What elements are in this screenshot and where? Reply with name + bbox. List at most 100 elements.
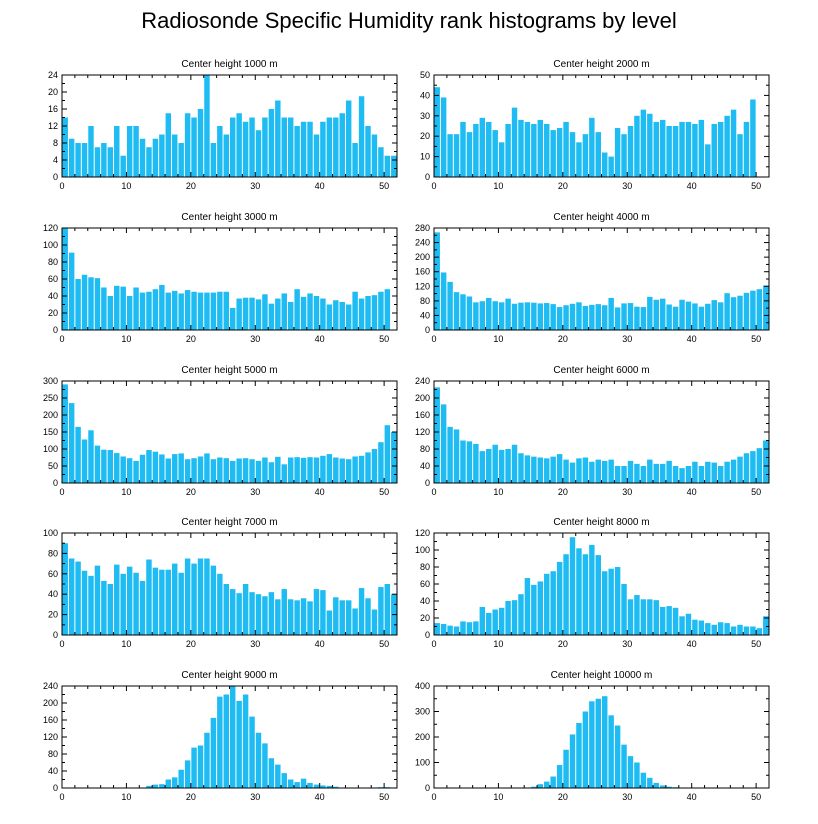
histogram-bar [563, 121, 569, 177]
y-tick-label: 280 [415, 223, 430, 233]
x-tick-label: 40 [687, 487, 697, 497]
histogram-bar [159, 454, 165, 483]
histogram-bar [262, 596, 268, 635]
histogram-bar [556, 307, 563, 330]
histogram-bar [440, 272, 447, 330]
x-tick-label: 0 [431, 792, 436, 802]
histogram-bar [563, 305, 569, 330]
histogram-bar [685, 301, 692, 330]
histogram-bar [287, 457, 294, 483]
subplot-title: Center height 3000 m [181, 212, 277, 223]
histogram-bar [672, 306, 679, 330]
histogram-bar [165, 569, 172, 635]
histogram-bar [466, 296, 473, 330]
histogram-bar [197, 745, 204, 788]
histogram-bar [634, 306, 640, 330]
histogram-bar [352, 291, 358, 330]
histogram-bar [621, 134, 627, 177]
histogram-bar [743, 453, 750, 483]
histogram-bar [659, 119, 666, 177]
histogram-bar [460, 440, 466, 483]
x-tick-label: 30 [250, 181, 260, 191]
histogram-bar [505, 449, 511, 483]
histogram-bar [602, 696, 608, 788]
histogram-bar [537, 457, 544, 483]
y-tick-label: 16 [48, 104, 58, 114]
chart-9: Center height 9000 m 0 10 20 30 40 50 0 40 80 120 1… [43, 670, 398, 802]
histogram-bar [126, 566, 133, 635]
y-tick-label: 80 [420, 562, 430, 572]
histogram-bar [492, 609, 498, 635]
histogram-bar [679, 616, 685, 635]
histogram-bar [120, 573, 126, 635]
histogram-bar [679, 299, 685, 330]
histogram-bar [75, 279, 81, 330]
histogram-bar [120, 456, 126, 483]
histogram-bar [287, 301, 294, 330]
histogram-bar [685, 613, 692, 635]
histogram-bar [281, 589, 287, 635]
histogram-bar [371, 134, 378, 177]
y-tick-label: 120 [415, 281, 430, 291]
histogram-bar [255, 460, 262, 483]
histogram-bar [589, 304, 595, 330]
histogram-bar [447, 625, 453, 635]
histogram-bar [159, 284, 165, 330]
subplot-title: Center height 7000 m [181, 517, 277, 528]
histogram-bar [498, 449, 505, 483]
histogram-bar [333, 457, 339, 483]
y-tick-label: 400 [415, 681, 430, 691]
histogram-bar [378, 291, 384, 330]
histogram-bar [627, 599, 634, 635]
histogram-bar [287, 599, 294, 635]
histogram-bar [320, 298, 326, 330]
y-tick-label: 0 [53, 478, 58, 488]
histogram-bar [595, 555, 601, 635]
histogram-bar [281, 464, 287, 483]
histogram-bar [191, 747, 197, 788]
histogram-bar [62, 543, 68, 635]
histogram-bar [466, 622, 473, 635]
histogram-bar [640, 307, 647, 330]
x-tick-label: 40 [315, 639, 325, 649]
histogram-bar [333, 597, 339, 635]
histogram-bar [230, 589, 236, 635]
x-tick-label: 10 [493, 334, 503, 344]
histogram-bar [705, 303, 711, 330]
histogram-bar [486, 297, 492, 330]
histogram-bar [300, 121, 307, 177]
histogram-bar [692, 619, 698, 635]
histogram-bar [556, 765, 563, 788]
subplot-title: Center height 2000 m [553, 59, 649, 70]
histogram-bar [62, 117, 68, 177]
histogram-bar [473, 621, 479, 635]
histogram-bar [345, 459, 352, 483]
x-tick-label: 20 [186, 639, 196, 649]
histogram-bar [391, 432, 397, 483]
histogram-bar [236, 113, 242, 177]
histogram-bar [531, 456, 537, 483]
histogram-bar [204, 75, 210, 177]
x-tick-label: 30 [622, 792, 632, 802]
histogram-bar [255, 299, 262, 330]
y-tick-label: 0 [53, 172, 58, 182]
histogram-bar [307, 601, 313, 635]
histogram-bar [756, 289, 763, 330]
histogram-bar [339, 600, 345, 635]
histogram-bar [486, 612, 492, 635]
x-tick-label: 30 [250, 792, 260, 802]
histogram-bar [378, 442, 384, 483]
histogram-bar [159, 784, 165, 788]
histogram-bar [139, 580, 146, 635]
histogram-bar [217, 573, 223, 635]
histogram-bar [371, 295, 378, 330]
histogram-bar [339, 301, 345, 330]
histogram-bar [672, 466, 679, 483]
histogram-bar [505, 123, 511, 177]
histogram-bar [608, 156, 614, 177]
x-tick-label: 20 [558, 639, 568, 649]
histogram-bar [621, 303, 627, 330]
histogram-bar [627, 460, 634, 483]
histogram-bar [326, 785, 333, 788]
y-tick-label: 240 [415, 238, 430, 248]
